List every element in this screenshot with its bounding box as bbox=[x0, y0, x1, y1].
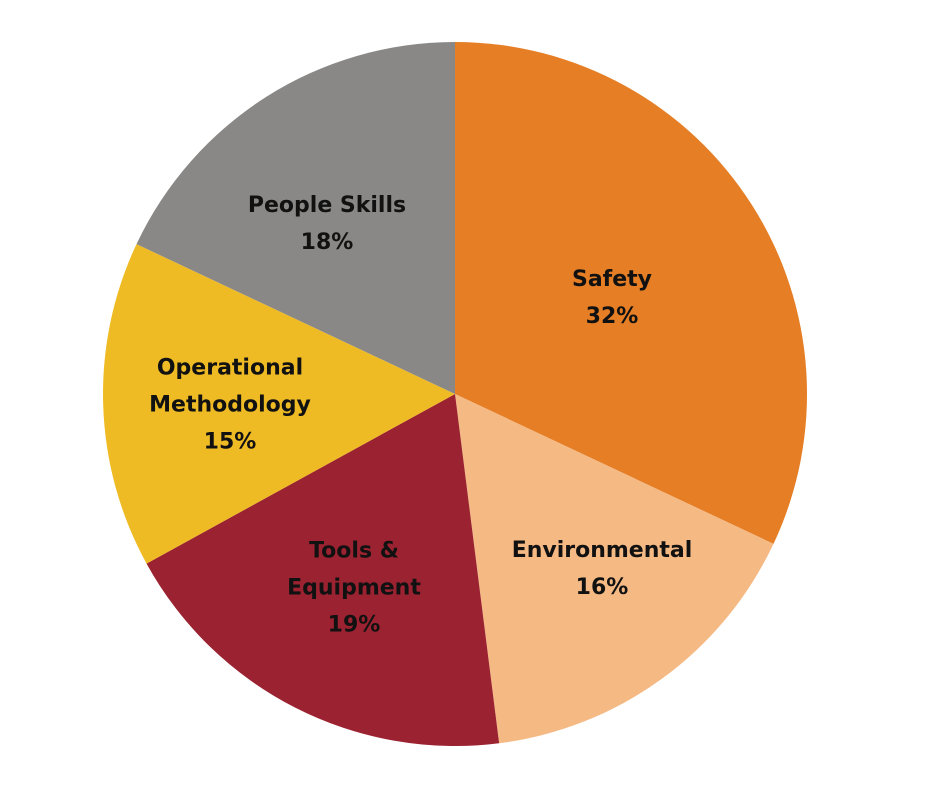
category-label: People Skills bbox=[247, 193, 407, 218]
category-label: Environmental bbox=[511, 538, 693, 563]
slice-label: Safety 32% bbox=[512, 261, 712, 335]
pie-slice bbox=[146, 394, 500, 746]
value-label: 18% bbox=[300, 230, 354, 255]
category-label: Tools & Equipment bbox=[287, 538, 421, 601]
value-label: 16% bbox=[575, 575, 629, 600]
value-label: 15% bbox=[203, 429, 257, 455]
slice-label: Tools & Equipment 19% bbox=[269, 533, 439, 644]
value-label: 32% bbox=[585, 304, 639, 329]
slice-label: People Skills 18% bbox=[227, 187, 427, 261]
pie-slice bbox=[455, 394, 774, 744]
pie-slice bbox=[455, 42, 807, 544]
category-label: Operational Methodology bbox=[149, 355, 311, 418]
pie-slice bbox=[102, 244, 455, 564]
slice-label: Operational Methodology 15% bbox=[130, 350, 330, 461]
pie-slice bbox=[136, 42, 455, 394]
category-label: Safety bbox=[571, 267, 653, 292]
slice-label: Environmental 16% bbox=[492, 532, 712, 606]
value-label: 19% bbox=[327, 612, 381, 638]
